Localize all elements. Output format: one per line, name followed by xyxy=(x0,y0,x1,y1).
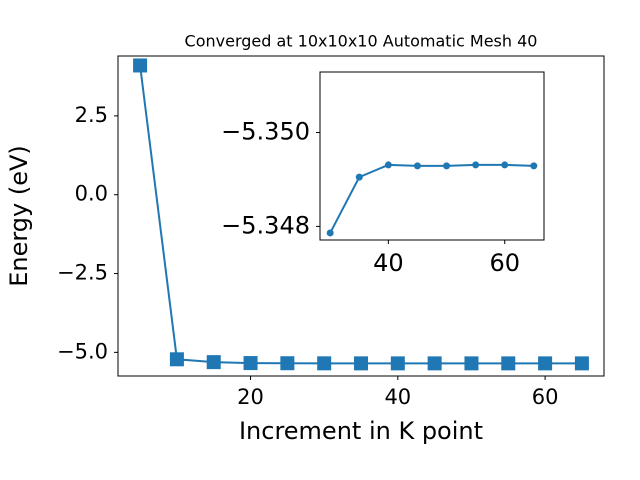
marker xyxy=(501,161,509,169)
y-tick-label: −5.348 xyxy=(221,211,310,239)
marker xyxy=(472,161,480,169)
marker xyxy=(384,161,392,169)
marker xyxy=(390,356,405,371)
x-axis-label: Increment in K point xyxy=(239,417,483,445)
marker xyxy=(427,356,442,371)
y-tick-label: −5.350 xyxy=(221,118,310,146)
plot-frame xyxy=(117,55,605,377)
plot-frame xyxy=(319,71,545,241)
marker xyxy=(443,162,451,170)
y-tick-label: −2.5 xyxy=(57,261,108,285)
marker xyxy=(355,173,363,181)
marker xyxy=(464,356,479,371)
marker xyxy=(206,355,221,370)
x-tick-label: 40 xyxy=(373,249,404,277)
marker xyxy=(354,356,368,371)
marker xyxy=(243,356,258,371)
marker xyxy=(133,58,148,73)
marker xyxy=(413,162,421,170)
marker xyxy=(530,162,538,170)
y-tick-label: 2.5 xyxy=(75,103,108,127)
chart-title: Converged at 10x10x10 Automatic Mesh 40 xyxy=(185,32,538,51)
marker xyxy=(574,356,589,371)
marker xyxy=(317,356,332,371)
marker xyxy=(538,356,553,371)
marker xyxy=(326,229,334,237)
x-tick-label: 40 xyxy=(384,385,411,409)
series-line xyxy=(329,163,534,234)
marker xyxy=(501,356,516,371)
x-tick-label: 60 xyxy=(489,249,520,277)
y-axis-label: Energy (eV) xyxy=(5,145,33,287)
marker xyxy=(169,352,184,367)
plot-area xyxy=(320,72,544,240)
marker xyxy=(280,356,295,371)
y-tick-label: −5.0 xyxy=(57,339,108,363)
y-tick-label: 0.0 xyxy=(75,182,108,206)
x-tick-label: 20 xyxy=(237,385,264,409)
x-tick-label: 60 xyxy=(532,385,559,409)
